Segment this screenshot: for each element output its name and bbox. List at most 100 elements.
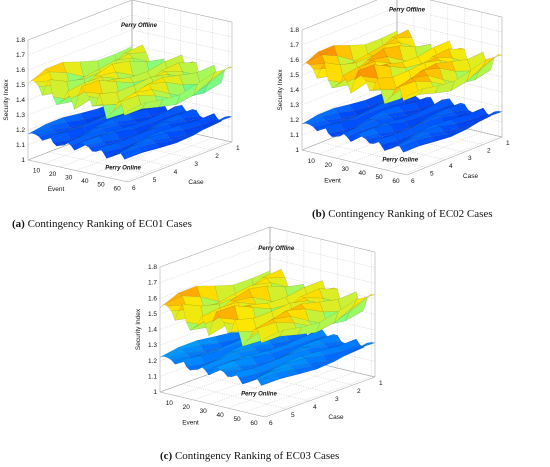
z-tick-label: 1.1 (148, 373, 157, 380)
y-axis-title: Case (463, 173, 479, 180)
surfaces: Perry Online Perry Offline (159, 246, 376, 398)
z-gridline (301, 6, 503, 46)
chart-panel-b: 1 1.1 1.2 1.3 1.4 1.5 1.6 1.7 1.8 10 20 30 40 50 60 1 2 3… (272, 0, 550, 240)
z-gridline (301, 111, 503, 151)
z-tick-label: 1.6 (290, 57, 299, 64)
y-tick-label: 1 (379, 380, 383, 387)
x-tick-label: 50 (97, 182, 105, 189)
z-tick-label: 1 (153, 389, 157, 396)
surface-name-label: Perry Offline (389, 7, 426, 13)
x-tick-label: 40 (359, 170, 367, 177)
z-gridline (301, 81, 503, 121)
y-tick-label: 2 (215, 153, 219, 160)
x-tick-label: 40 (217, 412, 225, 419)
z-tick-label: 1.6 (148, 295, 157, 302)
z-tick-label: 1.7 (290, 42, 299, 49)
chart-panel-a: 1 1.1 1.2 1.3 1.4 1.5 1.6 1.7 1.8 10 20 30 40 50 60 1 2 3… (0, 0, 280, 240)
x-tick-label: 20 (49, 171, 57, 178)
x-tick-label: 60 (250, 420, 258, 427)
x-gridline (244, 247, 355, 413)
z-gridline (159, 258, 376, 299)
z-gridline (159, 242, 376, 283)
z-gridline (159, 226, 376, 268)
y-gridline (159, 391, 266, 418)
z-tick-label: 1.7 (148, 280, 157, 287)
x-gridline (369, 8, 465, 167)
surfaces: Perry Online Perry Offline (27, 23, 233, 171)
surface-patch (352, 342, 376, 352)
z-tick-label: 1.8 (148, 264, 157, 271)
z-tick-label: 1.1 (290, 132, 299, 139)
z-tick-label: 1.4 (148, 327, 157, 334)
x-tick-label: 20 (183, 404, 191, 411)
x-tick-label: 50 (233, 416, 241, 423)
surfaces: Perry Online Perry Offline (301, 7, 503, 164)
surface-patch (482, 54, 503, 67)
caption-c: (c) Contingency Ranking of EC03 Cases (160, 450, 340, 462)
surface-patch (419, 139, 439, 147)
chart-panel-c: 1 1.1 1.2 1.3 1.4 1.5 1.6 1.7 1.8 10 20 30 40 50 60 1 2 3… (130, 226, 420, 467)
y-gridline (203, 375, 310, 402)
surface-plot-c: 1 1.1 1.2 1.3 1.4 1.5 1.6 1.7 1.8 10 20 30 40 50 60 1 2 3… (135, 226, 383, 427)
z-tick-label: 1.5 (290, 72, 299, 79)
x-axis-title: Event (182, 420, 199, 427)
surface-name-label: Perry Offline (121, 23, 158, 29)
surface-plot-a: 1 1.1 1.2 1.3 1.4 1.5 1.6 1.7 1.8 10 20 30 40 50 60 1 2 3… (3, 0, 240, 193)
y-tick-label: 6 (269, 420, 273, 427)
z-gridline (159, 304, 376, 346)
y-tick-label: 1 (236, 145, 240, 152)
surface-patch (434, 133, 455, 142)
x-tick-label: 60 (114, 185, 122, 192)
x-tick-label: 10 (308, 158, 316, 165)
z-axis-title: Security Index (277, 69, 284, 111)
z-tick-label: 1.8 (290, 27, 299, 34)
y-tick-label: 6 (411, 178, 415, 185)
surface-patch (450, 70, 471, 92)
z-tick-label: 1.5 (148, 311, 157, 318)
y-tick-label: 2 (357, 388, 361, 395)
surface-patch (45, 62, 67, 73)
x-gridline (210, 239, 322, 405)
x-tick-label: 30 (65, 175, 73, 182)
y-tick-label: 5 (291, 412, 295, 419)
z-tick-label: 1.3 (290, 102, 299, 109)
y-gridline (320, 142, 427, 168)
x-tick-label: 20 (325, 162, 333, 169)
z-gridline (159, 351, 376, 393)
surface-patch (176, 131, 198, 144)
y-gridline (181, 383, 288, 410)
surface-patch (466, 59, 487, 82)
x-tick-label: 30 (200, 408, 208, 415)
y-axis-title: Case (328, 414, 344, 421)
x-gridline (227, 243, 338, 409)
z-gridline (27, 29, 233, 71)
surface-name-label: Perry Online (241, 392, 277, 398)
z-tick-label: 1.2 (148, 358, 157, 365)
surface-patch (176, 83, 198, 105)
x-gridline (193, 235, 305, 401)
surface-perry-offline: Perry Offline (27, 23, 233, 120)
surface-name-label: Perry Online (382, 158, 418, 164)
y-tick-label: 1 (506, 140, 510, 147)
y-tick-label: 3 (194, 161, 198, 168)
surface-name-label: Perry Online (105, 165, 141, 171)
y-tick-label: 3 (468, 155, 472, 162)
surface-patch (124, 102, 146, 116)
surface-patch (124, 150, 146, 160)
z-tick-label: 1 (295, 147, 299, 154)
x-gridline (403, 16, 499, 175)
z-tick-label: 1.4 (16, 97, 25, 104)
x-tick-label: 60 (392, 178, 400, 185)
x-tick-label: 40 (81, 178, 89, 185)
x-gridline (92, 14, 197, 175)
surface-perry-offline: Perry Offline (301, 7, 503, 105)
x-axis-title: Event (48, 186, 65, 193)
z-tick-label: 1.2 (16, 127, 25, 134)
x-gridline (261, 251, 372, 417)
x-tick-label: 10 (166, 400, 174, 407)
surface-name-label: Perry Offline (258, 246, 295, 252)
z-tick-label: 1.4 (290, 87, 299, 94)
x-gridline (176, 231, 288, 397)
y-tick-label: 5 (430, 170, 434, 177)
z-tick-label: 1.1 (16, 142, 25, 149)
